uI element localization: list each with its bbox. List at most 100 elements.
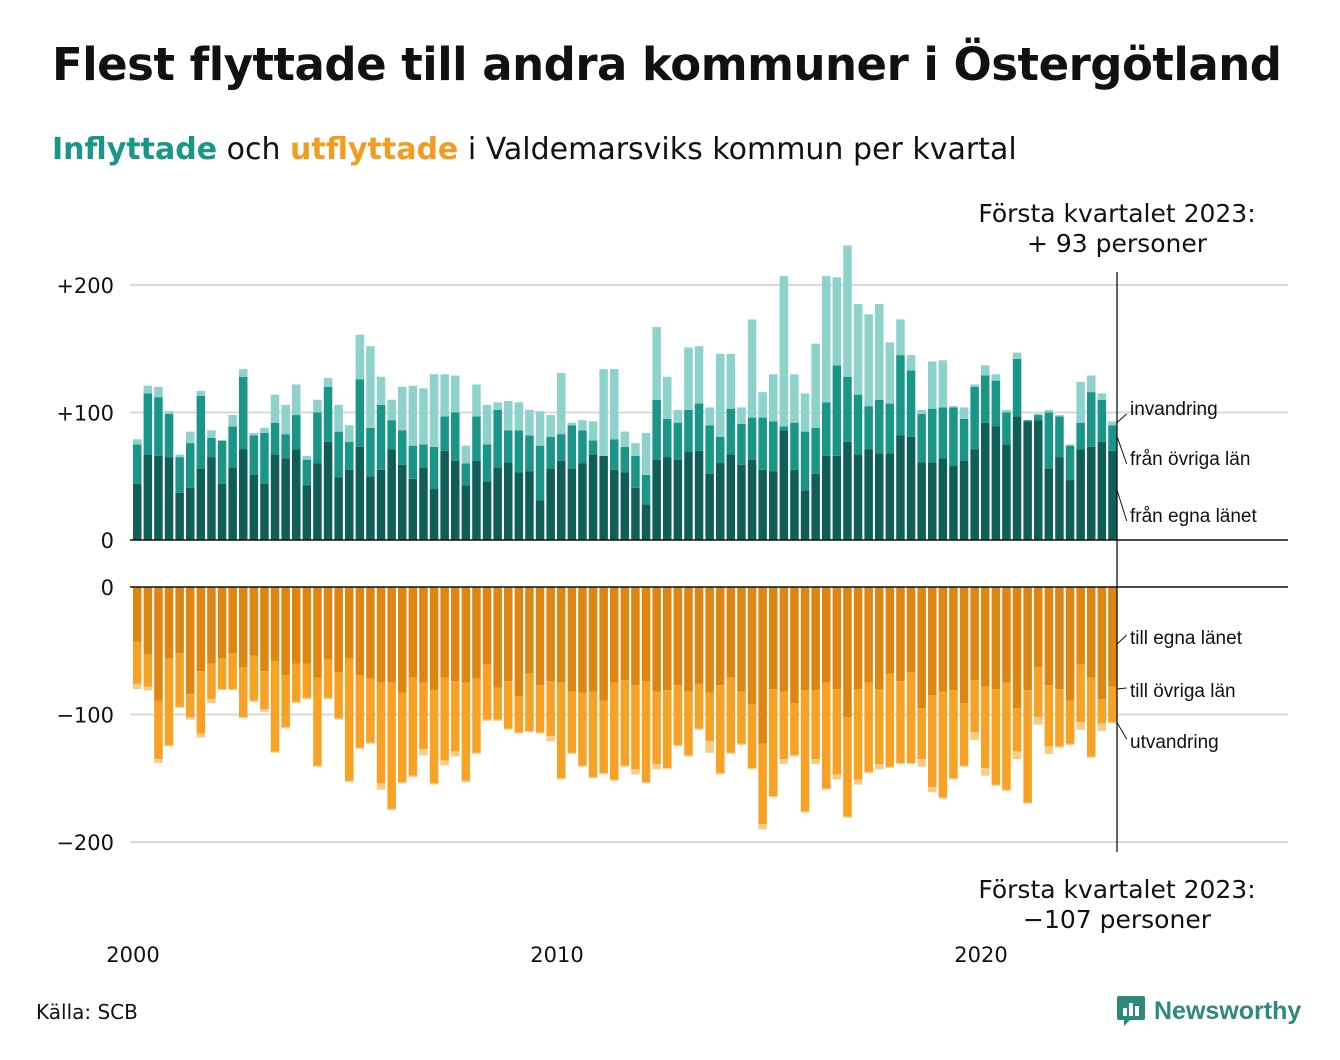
bar-in-other-counties xyxy=(207,438,216,458)
bar-out-own-county xyxy=(164,587,174,659)
bar-out-other-counties xyxy=(758,743,767,825)
bar-in-other-counties xyxy=(345,441,354,470)
bar-out-own-county xyxy=(408,587,418,678)
bar-out-own-county xyxy=(800,587,810,691)
bar-in-immigration xyxy=(440,374,449,417)
bar-out-emigration xyxy=(154,759,163,763)
bar-in-own-county xyxy=(1034,420,1043,540)
bar-in-immigration xyxy=(663,376,672,419)
bar-in-immigration xyxy=(408,385,418,446)
bar-in-immigration xyxy=(1087,375,1096,393)
bar-out-other-counties xyxy=(1023,690,1032,803)
bar-out-emigration xyxy=(292,701,301,704)
bar-out-other-counties xyxy=(726,677,736,753)
bar-out-own-county xyxy=(482,587,492,665)
bar-in-immigration xyxy=(928,361,937,409)
bar-in-other-counties xyxy=(525,435,534,472)
bar-out-own-county xyxy=(864,587,873,683)
bar-in-other-counties xyxy=(959,418,969,461)
bar-in-other-counties xyxy=(885,403,895,454)
bar-out-own-county xyxy=(154,587,163,701)
bar-out-own-county xyxy=(673,587,683,686)
bar-out-emigration xyxy=(355,747,365,749)
bar-out-own-county xyxy=(970,587,979,681)
inflow-series-label: från egna länet xyxy=(1130,506,1257,527)
migration-chart: +200 +100 0 0 −100 −200 2000 2010 2020 Första k… xyxy=(56,199,1288,967)
bar-in-immigration xyxy=(800,393,810,432)
bar-in-other-counties xyxy=(1034,415,1043,421)
bar-out-emigration xyxy=(186,717,195,720)
bar-out-other-counties xyxy=(525,673,534,732)
bar-out-other-counties xyxy=(451,681,460,752)
bar-in-own-county xyxy=(567,468,577,540)
bar-out-other-counties xyxy=(207,663,216,700)
bar-in-own-county xyxy=(970,449,979,540)
bar-out-emigration xyxy=(249,700,259,702)
bar-out-other-counties xyxy=(949,690,958,779)
bar-out-emigration xyxy=(917,759,926,767)
bar-in-other-counties xyxy=(292,415,301,450)
bar-out-emigration xyxy=(747,768,757,770)
bar-in-immigration xyxy=(1055,415,1064,417)
bar-in-own-county xyxy=(991,426,1001,540)
bar-in-own-county xyxy=(504,462,513,540)
chart-title: Flest flyttade till andra kommuner i Öst… xyxy=(52,38,1282,91)
bar-out-other-counties xyxy=(323,659,333,698)
bar-in-immigration xyxy=(1108,421,1117,426)
bar-out-other-counties xyxy=(154,700,163,760)
bar-out-emigration xyxy=(366,742,375,744)
bar-out-own-county xyxy=(429,587,439,691)
bar-in-immigration xyxy=(673,409,683,423)
bar-in-other-counties xyxy=(705,425,714,474)
bar-out-other-counties xyxy=(578,692,587,766)
bar-in-immigration xyxy=(143,385,153,394)
bar-in-own-county xyxy=(1023,421,1032,540)
bar-out-emigration xyxy=(228,689,237,691)
bar-in-immigration xyxy=(302,455,312,460)
bar-in-immigration xyxy=(1076,381,1085,423)
bar-out-own-county xyxy=(514,587,524,697)
bar-in-own-county xyxy=(673,459,683,540)
bar-in-own-county xyxy=(1055,457,1064,540)
bar-in-own-county xyxy=(1087,446,1096,540)
bar-in-own-county xyxy=(164,457,174,540)
bar-out-other-counties xyxy=(843,717,852,817)
bar-in-other-counties xyxy=(652,399,661,460)
bar-out-own-county xyxy=(323,587,333,660)
bar-in-immigration xyxy=(991,374,1001,381)
bar-out-other-counties xyxy=(1097,699,1107,724)
bar-out-other-counties xyxy=(567,691,577,753)
bar-out-emigration xyxy=(472,752,481,755)
bar-out-other-counties xyxy=(599,700,608,774)
bar-out-other-counties xyxy=(588,691,598,777)
bar-in-immigration xyxy=(641,432,651,475)
bar-in-own-county xyxy=(790,469,799,540)
bar-in-own-county xyxy=(864,449,873,540)
x-tick-labels: 2000 2010 2020 xyxy=(106,943,1007,967)
bar-out-own-county xyxy=(355,587,365,675)
bar-in-own-county xyxy=(440,450,449,540)
bar-in-own-county xyxy=(270,454,280,540)
bar-out-other-counties xyxy=(652,691,661,765)
bottom-annotation-line1: Första kvartalet 2023: xyxy=(978,875,1255,904)
bar-in-own-county xyxy=(822,455,831,540)
bar-in-own-county xyxy=(175,492,184,540)
bar-out-emigration xyxy=(1055,746,1064,748)
outflow-y-tick: 0 xyxy=(101,576,114,600)
bar-in-own-county xyxy=(239,449,248,540)
bar-in-other-counties xyxy=(419,444,428,468)
bar-out-emigration xyxy=(387,808,396,811)
bar-in-own-county xyxy=(610,469,619,540)
bar-in-own-county xyxy=(853,454,863,540)
bar-in-immigration xyxy=(970,384,979,387)
bar-in-own-county xyxy=(917,462,926,540)
bar-out-emigration xyxy=(896,762,905,765)
bar-out-emigration xyxy=(398,782,407,784)
subtitle-and-word: och xyxy=(226,132,281,167)
bar-in-own-county xyxy=(345,469,354,540)
bar-in-own-county xyxy=(631,487,640,540)
bar-out-other-counties xyxy=(959,703,969,766)
bar-in-immigration xyxy=(493,402,502,410)
bar-out-own-county xyxy=(281,587,290,675)
bar-in-immigration xyxy=(949,406,958,408)
